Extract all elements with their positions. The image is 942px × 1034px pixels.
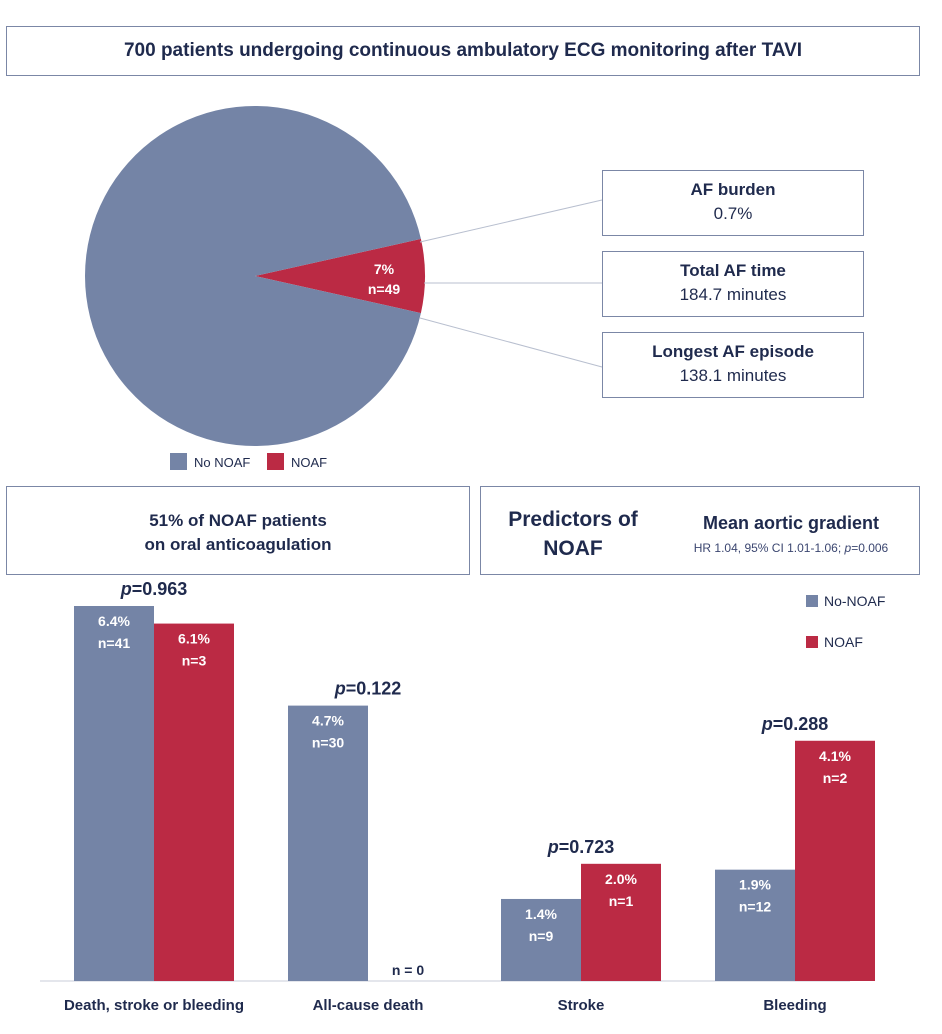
bar-n-no-noaf-death-stroke-bleeding: n=41 [98,635,131,651]
bar-legend-swatch-noaf [806,636,818,648]
bar-noaf-death-stroke-bleeding [154,623,234,981]
p-value-death-stroke-bleeding: p=0.963 [120,580,188,599]
pie-slice-no-noaf [85,106,421,447]
anticoagulation-box: 51% of NOAF patients on oral anticoagula… [6,486,470,575]
bar-n-no-noaf-bleeding: n=12 [739,899,772,915]
bar-no-noaf-all-cause-death [288,705,368,981]
bar-label-noaf-bleeding: 4.1% [819,748,851,764]
category-label-stroke: Stroke [558,997,605,1014]
predictor-variable: Mean aortic gradient [702,513,880,533]
bar-noaf-stroke [581,863,661,981]
bar-legend-label-noaf: NOAF [824,634,863,650]
header-box: 700 patients undergoing continuous ambul… [6,26,920,76]
predictor-stat-suffix: =0.006 [851,541,889,555]
bar-label-no-noaf-death-stroke-bleeding: 6.4% [98,613,130,629]
bar-n-noaf-all-cause-death: n = 0 [392,962,425,978]
predictor-stat-p: p [844,541,852,555]
bar-n-no-noaf-all-cause-death: n=30 [312,735,345,751]
total-af-time-value: 184.7 minutes [679,285,787,304]
bar-no-noaf-stroke [501,898,581,981]
bar-n-no-noaf-stroke: n=9 [529,928,554,944]
longest-af-episode-label: Longest AF episode [652,342,814,361]
bar-label-no-noaf-stroke: 1.4% [525,906,557,922]
bar-n-noaf-death-stroke-bleeding: n=3 [182,653,207,669]
af-burden-label: AF burden [690,180,776,199]
total-af-time-box: Total AF time 184.7 minutes [602,251,864,317]
bar-noaf-bleeding [795,740,875,981]
predictor-stat-prefix: HR 1.04, 95% CI 1.01-1.06; [693,541,845,555]
pie-chart: 7% n=49 No NOAF NOAF [85,106,603,470]
anticoagulation-line-1: 51% of NOAF patients [149,511,327,530]
category-label-death-stroke-bleeding: Death, stroke or bleeding [64,997,244,1014]
pie-legend-swatch-no-noaf [170,453,187,470]
bar-no-noaf-death-stroke-bleeding [74,606,154,981]
bar-no-noaf-bleeding [715,869,795,981]
bar-n-noaf-stroke: n=1 [609,893,634,909]
pie-legend-swatch-noaf [267,453,284,470]
pie-slice-n: n=49 [368,281,401,297]
page-title: 700 patients undergoing continuous ambul… [123,40,803,61]
category-label-bleeding: Bleeding [763,997,826,1014]
total-af-time-label: Total AF time [680,261,786,280]
predictor-stat: HR 1.04, 95% CI 1.01-1.06; p=0.006 [671,541,911,555]
p-value-all-cause-death: p=0.122 [334,679,402,699]
category-label-all-cause-death: All-cause death [313,997,424,1014]
pie-slice-label: 7% [374,261,395,277]
bar-label-no-noaf-all-cause-death: 4.7% [312,713,344,729]
bar-legend-label-no-noaf: No-NOAF [824,593,885,609]
connector-line-3 [419,317,603,368]
bar-n-noaf-bleeding: n=2 [823,770,848,786]
longest-af-episode-value: 138.1 minutes [679,366,787,385]
p-value-stroke: p=0.723 [547,837,615,857]
longest-af-episode-box: Longest AF episode 138.1 minutes [602,332,864,398]
bar-chart: No-NOAF NOAF 6.4% n=41 6.1% n=3 p=0.963 Death… [40,580,885,1014]
af-burden-box: AF burden 0.7% [602,170,864,236]
predictors-title: Predictors of NOAF [508,508,638,560]
predictors-box: Predictors of NOAF Mean aortic gradient … [480,486,920,575]
pie-legend-label-noaf: NOAF [291,455,327,470]
pie-legend-label-no-noaf: No NOAF [194,455,250,470]
bar-label-no-noaf-bleeding: 1.9% [739,877,771,893]
bar-label-noaf-death-stroke-bleeding: 6.1% [178,631,210,647]
bar-legend-swatch-no-noaf [806,595,818,607]
connector-line-1 [419,199,603,243]
pie-slice-noaf [255,238,425,314]
af-burden-value: 0.7% [713,204,753,223]
bar-label-noaf-stroke: 2.0% [605,871,637,887]
anticoagulation-line-2: on oral anticoagulation [144,535,332,554]
p-value-bleeding: p=0.288 [761,714,829,734]
